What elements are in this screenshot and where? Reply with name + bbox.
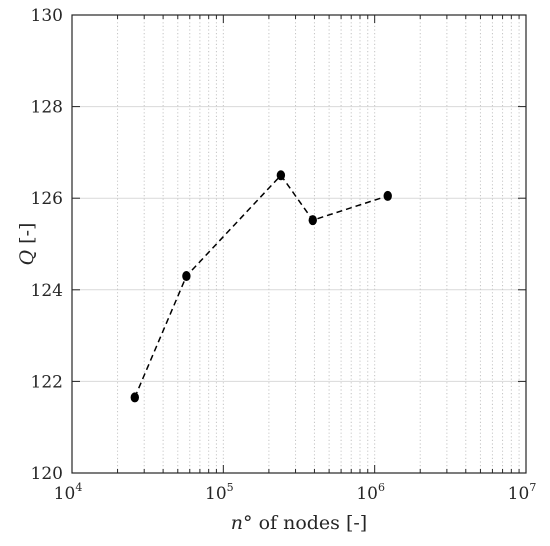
x-axis-title: n° of nodes [-] xyxy=(231,512,367,534)
data-point xyxy=(130,392,139,403)
x-tick-label: 105 xyxy=(205,481,234,504)
y-axis-title: Q [-] xyxy=(16,223,38,266)
x-tick-label: 106 xyxy=(356,481,385,504)
data-point xyxy=(383,190,392,201)
plot-area xyxy=(72,15,526,473)
plot-frame xyxy=(71,14,527,474)
data-series xyxy=(130,170,392,403)
x-tick-label: 107 xyxy=(508,481,537,504)
y-tick-label: 128 xyxy=(31,98,63,118)
tick-labels: 120 122 124 126 128 130 104 105 106 107 xyxy=(31,6,537,504)
x-tick-label: 104 xyxy=(54,481,83,504)
data-point xyxy=(308,215,317,226)
data-point xyxy=(182,271,191,282)
y-tick-label: 130 xyxy=(31,6,63,26)
y-tick-label: 124 xyxy=(31,281,63,301)
axis-ticks xyxy=(71,14,526,474)
y-tick-label: 120 xyxy=(31,464,63,484)
series-line xyxy=(134,174,388,398)
grid xyxy=(72,15,526,473)
y-tick-label: 126 xyxy=(31,189,63,209)
data-point xyxy=(276,170,286,181)
y-tick-label: 122 xyxy=(31,372,63,392)
